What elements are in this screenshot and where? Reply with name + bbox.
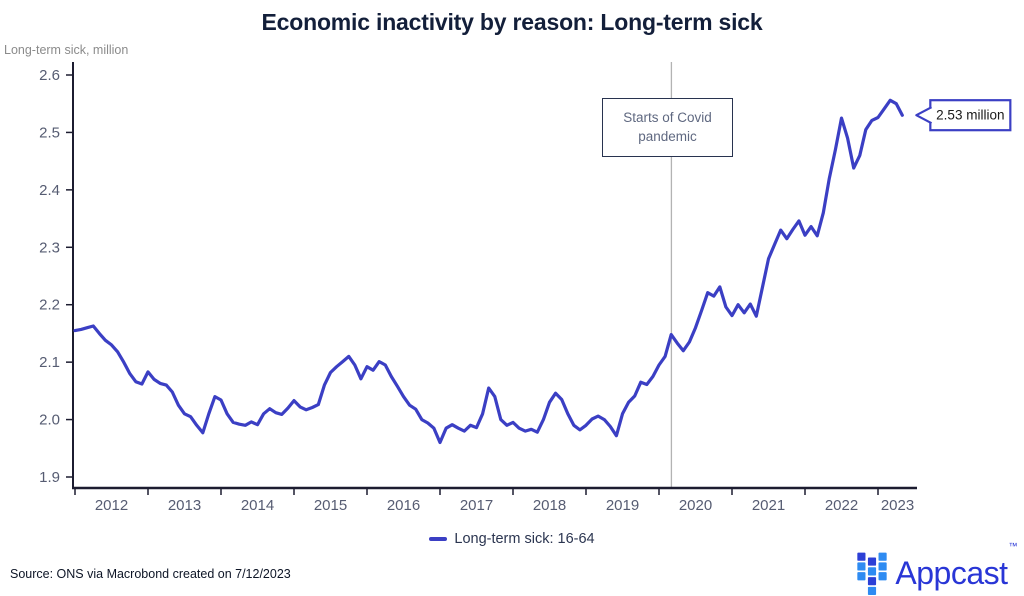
appcast-logo: Appcast™ [857, 540, 1017, 596]
chart-title: Economic inactivity by reason: Long-term… [261, 9, 763, 35]
x-tick-label: 2019 [606, 497, 639, 514]
covid-annotation-line2: pandemic [638, 128, 697, 144]
x-tick-label: 2022 [825, 497, 858, 514]
y-tick-label: 2.4 [39, 182, 60, 199]
appcast-logo-text: Appcast™ [895, 540, 1017, 591]
x-tick-label: 2012 [95, 497, 128, 514]
callout-value-label: 2.53 million [936, 108, 1004, 123]
y-tick-label: 2.5 [39, 124, 60, 141]
x-tick-label: 2016 [387, 497, 420, 514]
chart-legend: Long-term sick: 16-64 [0, 529, 1024, 549]
x-tick-label: 2021 [752, 497, 785, 514]
appcast-squares-icon [857, 552, 888, 595]
x-tick-label: 2023 [881, 497, 914, 514]
y-axis-label: Long-term sick, million [4, 43, 129, 57]
callout-arrow [915, 106, 933, 125]
x-tick-label: 2014 [241, 497, 274, 514]
x-tick-label: 2013 [168, 497, 201, 514]
legend-line-swatch [429, 537, 448, 541]
long-term-sick-line [73, 98, 904, 445]
source-note: Source: ONS via Macrobond created on 7/1… [10, 567, 291, 581]
y-tick-label: 1.9 [39, 469, 60, 486]
x-tick-label: 2018 [533, 497, 566, 514]
x-tick-label: 2017 [460, 497, 493, 514]
trademark-symbol: ™ [1008, 540, 1018, 551]
legend-label: Long-term sick: 16-64 [454, 531, 595, 547]
y-tick-label: 2.6 [39, 67, 60, 84]
y-tick-label: 2.2 [39, 297, 60, 314]
x-tick-label: 2020 [679, 497, 712, 514]
y-tick-label: 2.0 [39, 412, 60, 429]
y-tick-label: 2.3 [39, 239, 60, 256]
covid-annotation-line1: Starts of Covid [623, 110, 712, 126]
x-tick-label: 2015 [314, 497, 347, 514]
callout-box [929, 99, 1012, 132]
covid-annotation-box: Starts of Covid pandemic [602, 98, 733, 157]
line-chart: 1.9 2.0 2.1 2.2 2.3 2.4 2.5 2.6 2012 2013 2014 2015… [39, 62, 1012, 514]
y-tick-label: 2.1 [39, 354, 60, 371]
